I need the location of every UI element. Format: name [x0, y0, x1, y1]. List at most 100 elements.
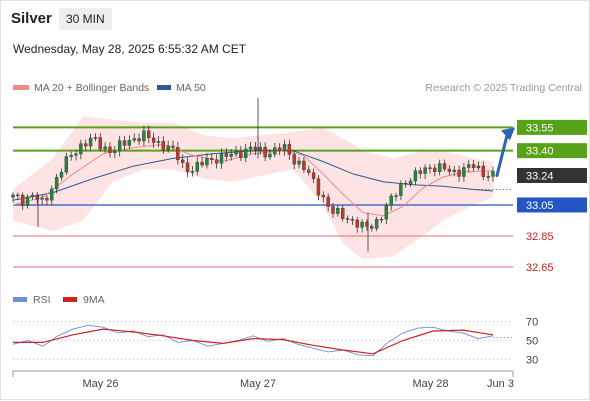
level-label-1: 33.40 — [526, 146, 554, 158]
candle-body — [307, 169, 311, 173]
candle-body — [350, 219, 355, 221]
candle-body — [404, 183, 408, 185]
candle-body — [491, 171, 495, 177]
candle-body — [311, 172, 316, 179]
level-label-5: 32.65 — [526, 262, 554, 274]
candle-body — [374, 218, 379, 229]
rsi-plot: 70 50 30 — [12, 317, 538, 367]
candle-body — [287, 144, 292, 155]
candle-body — [69, 155, 73, 157]
candle-body — [54, 177, 59, 190]
candle-body — [219, 153, 224, 164]
candle-body — [74, 153, 78, 156]
candle-body — [253, 146, 258, 150]
candle-body — [20, 194, 25, 206]
timeframe-button[interactable]: 30 MIN — [59, 8, 112, 30]
rsi-legend-swatch — [13, 297, 27, 302]
candle-body — [408, 180, 413, 185]
level-tag-0 — [517, 119, 587, 135]
rsi-tick-label-2: 30 — [526, 355, 538, 367]
candle-body — [190, 171, 195, 173]
candle-body — [433, 167, 437, 172]
rsi-legend-label: RSI — [33, 294, 51, 306]
timestamp: Wednesday, May 28, 2025 6:55:32 AM CET — [13, 42, 247, 56]
candle-body — [428, 167, 432, 169]
candle-body — [224, 153, 229, 157]
candle-body — [239, 150, 243, 158]
ma20-legend-label: MA 20 + Bollinger Bands — [34, 82, 149, 94]
candle-body — [147, 130, 151, 139]
candle-body — [331, 206, 335, 214]
candle-body — [462, 167, 466, 177]
candle-body — [180, 159, 185, 163]
candle-body — [205, 158, 209, 166]
candle-body — [108, 146, 112, 153]
candle-body — [64, 156, 69, 173]
level-label-0: 33.55 — [526, 122, 554, 134]
candle-body — [336, 207, 340, 214]
candle-body — [258, 146, 262, 150]
candle-body — [79, 143, 83, 155]
candle-body — [195, 161, 199, 172]
level-label-2: 33.24 — [526, 170, 554, 182]
candle-body — [340, 207, 345, 219]
candle-body — [248, 146, 253, 150]
x-axis: May 26 May 27 May 28 Jun 3 — [12, 370, 514, 390]
candle-body — [360, 221, 364, 228]
candle-body — [370, 226, 374, 229]
bollinger-band — [13, 116, 493, 260]
candle-body — [122, 140, 127, 146]
candle-body — [229, 154, 233, 157]
candle-body — [292, 154, 296, 165]
candle-body — [481, 165, 486, 177]
ma50-legend-swatch — [157, 85, 171, 90]
candle-body — [379, 218, 384, 221]
candle-body — [127, 139, 132, 146]
candle-body — [35, 194, 39, 200]
candle-body — [302, 160, 306, 171]
candle-body — [40, 197, 44, 200]
candle-body — [142, 130, 146, 142]
candle-body — [476, 165, 481, 169]
level-label-4: 32.85 — [526, 231, 554, 243]
candle-body — [452, 169, 456, 172]
candle-body — [263, 146, 267, 158]
candle-body — [93, 137, 98, 139]
candle-body — [486, 176, 490, 178]
candle-body — [11, 194, 15, 198]
ma20-line — [12, 143, 493, 217]
candle-body — [355, 219, 359, 228]
candle-body — [423, 167, 427, 174]
candle-body — [214, 159, 219, 164]
x-tick-label-0: May 26 — [82, 378, 118, 390]
x-tick-label-1: May 27 — [240, 378, 276, 390]
candle-body — [471, 164, 476, 169]
candle-body — [84, 143, 88, 147]
candle-body — [418, 170, 422, 174]
candle-body — [384, 204, 389, 220]
candle-body — [117, 140, 122, 152]
candle-body — [447, 168, 452, 172]
candle-body — [326, 196, 330, 207]
ma50-line — [12, 150, 494, 201]
candle-body — [16, 194, 20, 197]
credit-label: Research © 2025 Trading Central — [425, 82, 582, 94]
candle-body — [316, 178, 321, 196]
ma50-legend-label: MA 50 — [176, 82, 206, 94]
level-tag-3 — [517, 197, 587, 213]
ma9-legend-swatch — [63, 297, 77, 302]
symbol-title: Silver — [11, 10, 52, 27]
candle-body — [297, 160, 301, 165]
candle-body — [399, 183, 403, 196]
candle-body — [30, 194, 35, 198]
price-plot: 33.55 33.40 33.24 33.05 32.85 32.65 — [11, 97, 587, 274]
candle-body — [50, 188, 54, 201]
candle-body — [156, 141, 161, 143]
candle-body — [103, 146, 107, 150]
candle-body — [171, 145, 175, 148]
candle-body — [210, 158, 214, 160]
candle-body — [161, 141, 166, 151]
candle-body — [457, 169, 461, 177]
